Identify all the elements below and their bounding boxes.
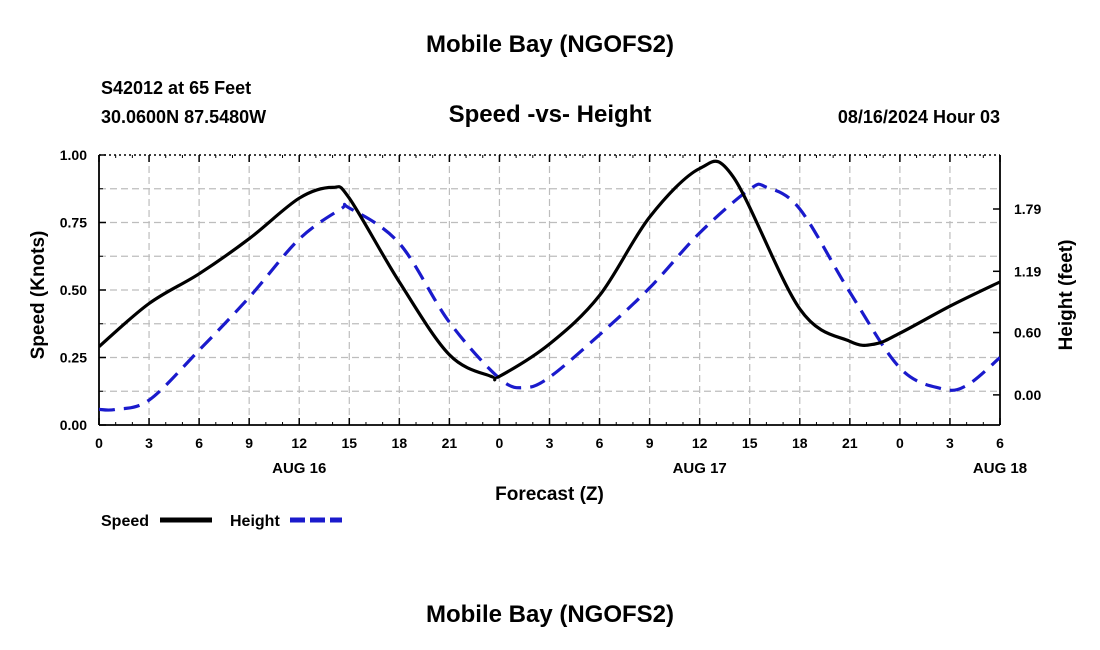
right-tick-label: 0.60 bbox=[1014, 325, 1041, 341]
x-tick-label: 18 bbox=[392, 435, 408, 451]
x-tick-label: 15 bbox=[742, 435, 758, 451]
x-tick-label: 21 bbox=[442, 435, 458, 451]
left-tick-label: 0.50 bbox=[60, 282, 87, 298]
right-tick-label: 1.19 bbox=[1014, 263, 1041, 279]
day-label: AUG 16 bbox=[272, 460, 326, 477]
x-tick-label: 3 bbox=[546, 435, 554, 451]
x-tick-label: 9 bbox=[245, 435, 253, 451]
x-tick-label: 12 bbox=[692, 435, 708, 451]
page-title: Mobile Bay (NGOFS2) bbox=[425, 31, 675, 58]
x-tick-label: 0 bbox=[95, 435, 103, 451]
x-axis-title: Forecast (Z) bbox=[495, 484, 604, 505]
forecast-datetime: 08/16/2024 Hour 03 bbox=[837, 107, 1000, 127]
x-tick-label: 21 bbox=[842, 435, 858, 451]
station-coordinates: 30.0600N 87.5480W bbox=[101, 107, 267, 127]
x-tick-label: 0 bbox=[896, 435, 904, 451]
x-tick-label: 12 bbox=[291, 435, 307, 451]
left-tick-label: 0.25 bbox=[60, 350, 87, 366]
right-tick-label: 1.79 bbox=[1014, 201, 1041, 217]
x-tick-label: 18 bbox=[792, 435, 808, 451]
x-tick-label: 6 bbox=[996, 435, 1004, 451]
footer-title: Mobile Bay (NGOFS2) bbox=[425, 601, 675, 628]
chart-subtitle: Speed -vs- Height bbox=[448, 101, 652, 128]
left-axis-title: Speed (Knots) bbox=[28, 231, 49, 360]
legend-label-speed: Speed bbox=[101, 513, 149, 530]
day-label: AUG 18 bbox=[973, 460, 1027, 477]
station-label: S42012 at 65 Feet bbox=[101, 78, 252, 98]
right-tick-label: 0.00 bbox=[1014, 387, 1041, 403]
legend-label-height: Height bbox=[230, 513, 280, 530]
x-tick-label: 3 bbox=[946, 435, 954, 451]
left-tick-label: 0.00 bbox=[60, 417, 87, 433]
x-tick-label: 15 bbox=[341, 435, 357, 451]
left-tick-label: 1.00 bbox=[60, 147, 87, 163]
left-tick-label: 0.75 bbox=[60, 215, 87, 231]
series-line-speed bbox=[99, 159, 1000, 382]
right-axis-title: Height (feet) bbox=[1056, 240, 1077, 351]
x-tick-label: 3 bbox=[145, 435, 153, 451]
day-label: AUG 17 bbox=[673, 460, 727, 477]
x-tick-label: 6 bbox=[195, 435, 203, 451]
x-tick-label: 9 bbox=[646, 435, 654, 451]
x-tick-label: 6 bbox=[596, 435, 604, 451]
x-tick-label: 0 bbox=[496, 435, 504, 451]
series-line-height bbox=[99, 182, 1000, 412]
